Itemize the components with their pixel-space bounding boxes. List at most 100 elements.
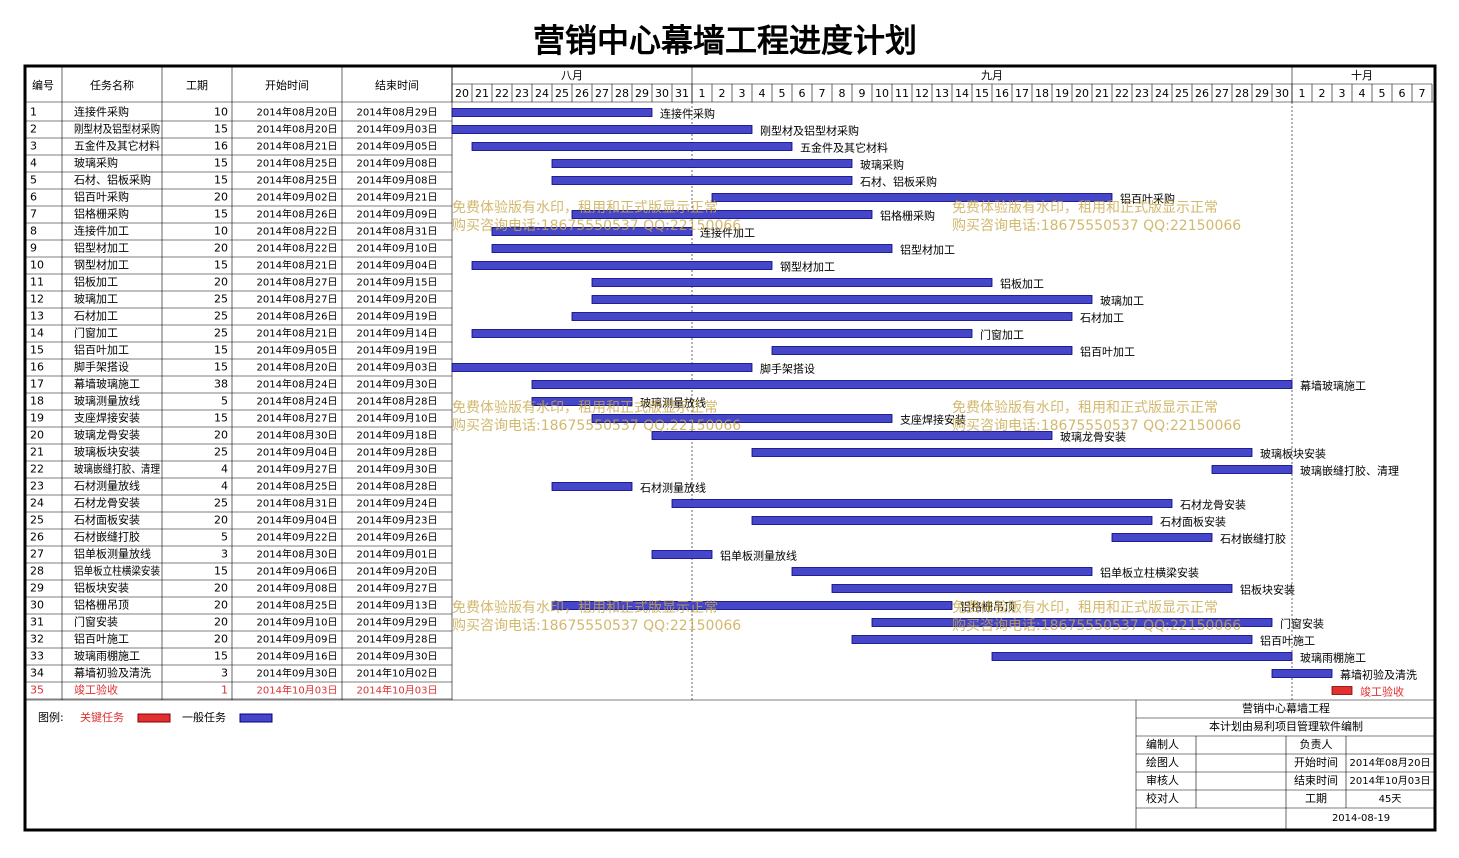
task-duration: 20 <box>214 242 228 255</box>
task-duration: 15 <box>214 208 228 221</box>
task-duration: 5 <box>221 395 228 408</box>
task-bar <box>591 278 993 287</box>
task-bar <box>991 652 1293 661</box>
task-bar <box>571 210 873 219</box>
task-id: 5 <box>30 174 37 187</box>
watermark: 购买咨询电话:18675550537 QQ:22150066 <box>452 218 741 234</box>
bar-label: 钢型材加工 <box>780 260 835 274</box>
day-label: 15 <box>975 87 989 100</box>
day-label: 6 <box>799 87 806 100</box>
task-end: 2014年09月30日 <box>357 378 438 391</box>
day-label: 9 <box>859 87 866 100</box>
task-start: 2014年08月20日 <box>257 106 338 119</box>
task-bar <box>491 227 693 236</box>
day-label: 5 <box>779 87 786 100</box>
task-end: 2014年09月15日 <box>357 276 438 289</box>
task-name: 钢型材加工 <box>74 258 129 272</box>
day-label: 21 <box>1095 87 1109 100</box>
task-end: 2014年09月30日 <box>357 650 438 663</box>
day-label: 25 <box>555 87 569 100</box>
bar-label: 玻璃嵌缝打胶、清理 <box>1300 464 1399 478</box>
task-start: 2014年09月04日 <box>257 514 338 527</box>
watermark: 免费体验版有水印，租用和正式版显示正常 <box>952 200 1218 216</box>
task-end: 2014年08月28日 <box>357 480 438 493</box>
task-duration: 15 <box>214 157 228 170</box>
task-start: 2014年09月09日 <box>257 633 338 646</box>
day-label: 29 <box>1255 87 1269 100</box>
month-label: 十月 <box>1351 68 1373 82</box>
task-end: 2014年08月29日 <box>357 106 438 119</box>
task-duration: 25 <box>214 310 228 323</box>
task-name: 连接件采购 <box>74 105 129 119</box>
task-duration: 20 <box>214 191 228 204</box>
task-start: 2014年09月27日 <box>257 463 338 476</box>
task-duration: 20 <box>214 582 228 595</box>
task-start: 2014年09月06日 <box>257 565 338 578</box>
task-end: 2014年09月24日 <box>357 497 438 510</box>
task-start: 2014年08月22日 <box>257 225 338 238</box>
task-bar <box>451 363 753 372</box>
bar-label: 铝单板立柱横梁安装 <box>1100 566 1199 580</box>
task-name: 铝单板立柱横梁安装 <box>74 564 160 578</box>
day-label: 12 <box>915 87 929 100</box>
task-bar <box>471 142 793 151</box>
task-bar <box>451 125 753 134</box>
bar-label: 玻璃加工 <box>1100 294 1144 308</box>
bar-label: 玻璃采购 <box>860 158 904 172</box>
watermark: 免费体验版有水印，租用和正式版显示正常 <box>952 600 1218 616</box>
task-start: 2014年09月04日 <box>257 446 338 459</box>
day-label: 23 <box>1135 87 1149 100</box>
task-bar <box>531 397 633 406</box>
day-label: 11 <box>895 87 909 100</box>
watermark: 购买咨询电话:18675550537 QQ:22150066 <box>952 218 1241 234</box>
task-bar <box>1111 533 1213 542</box>
day-label: 3 <box>1339 87 1346 100</box>
task-id: 2 <box>30 123 37 136</box>
task-name: 铝百叶加工 <box>74 343 129 357</box>
info-role: 校对人 <box>1146 791 1179 805</box>
task-start: 2014年08月21日 <box>257 327 338 340</box>
day-label: 13 <box>935 87 949 100</box>
bar-label: 石材龙骨安装 <box>1180 498 1246 512</box>
bar-label: 刚型材及铝型材采购 <box>760 124 859 138</box>
bar-label: 玻璃测量放线 <box>640 396 706 410</box>
task-end: 2014年09月10日 <box>357 242 438 255</box>
task-duration: 25 <box>214 497 228 510</box>
bar-label: 脚手架搭设 <box>760 362 815 376</box>
bar-label: 铝百叶加工 <box>1080 345 1135 359</box>
bar-label: 石材测量放线 <box>640 481 706 495</box>
day-label: 27 <box>595 87 609 100</box>
task-bar <box>531 380 1293 389</box>
bar-label: 玻璃龙骨安装 <box>1060 430 1126 444</box>
bar-label: 幕墙初验及清洗 <box>1340 668 1417 682</box>
task-duration: 20 <box>214 276 228 289</box>
task-id: 31 <box>30 616 44 629</box>
task-duration: 15 <box>214 174 228 187</box>
task-bar <box>551 482 633 491</box>
day-label: 1 <box>699 87 706 100</box>
task-start: 2014年09月08日 <box>257 582 338 595</box>
task-name: 铝百叶采购 <box>74 190 129 204</box>
chart-title: 营销中心幕墙工程进度计划 <box>533 22 917 60</box>
task-id: 6 <box>30 191 37 204</box>
day-label: 3 <box>739 87 746 100</box>
info-field-value: 45天 <box>1379 794 1402 805</box>
task-start: 2014年10月03日 <box>257 684 338 697</box>
task-name: 玻璃龙骨安装 <box>74 428 140 442</box>
day-label: 7 <box>819 87 826 100</box>
month-label: 八月 <box>561 69 583 82</box>
task-start: 2014年08月27日 <box>257 293 338 306</box>
task-duration: 16 <box>214 140 228 153</box>
day-label: 4 <box>759 87 766 100</box>
frame <box>23 64 1437 832</box>
task-id: 1 <box>30 106 37 119</box>
info-role: 审核人 <box>1146 773 1179 787</box>
task-bar <box>851 635 1253 644</box>
task-start: 2014年08月22日 <box>257 242 338 255</box>
legend-critical: 关键任务 <box>80 710 124 724</box>
task-name: 连接件加工 <box>74 225 129 238</box>
task-start: 2014年08月31日 <box>257 497 338 510</box>
task-bar <box>1331 686 1353 695</box>
task-duration: 25 <box>214 293 228 306</box>
